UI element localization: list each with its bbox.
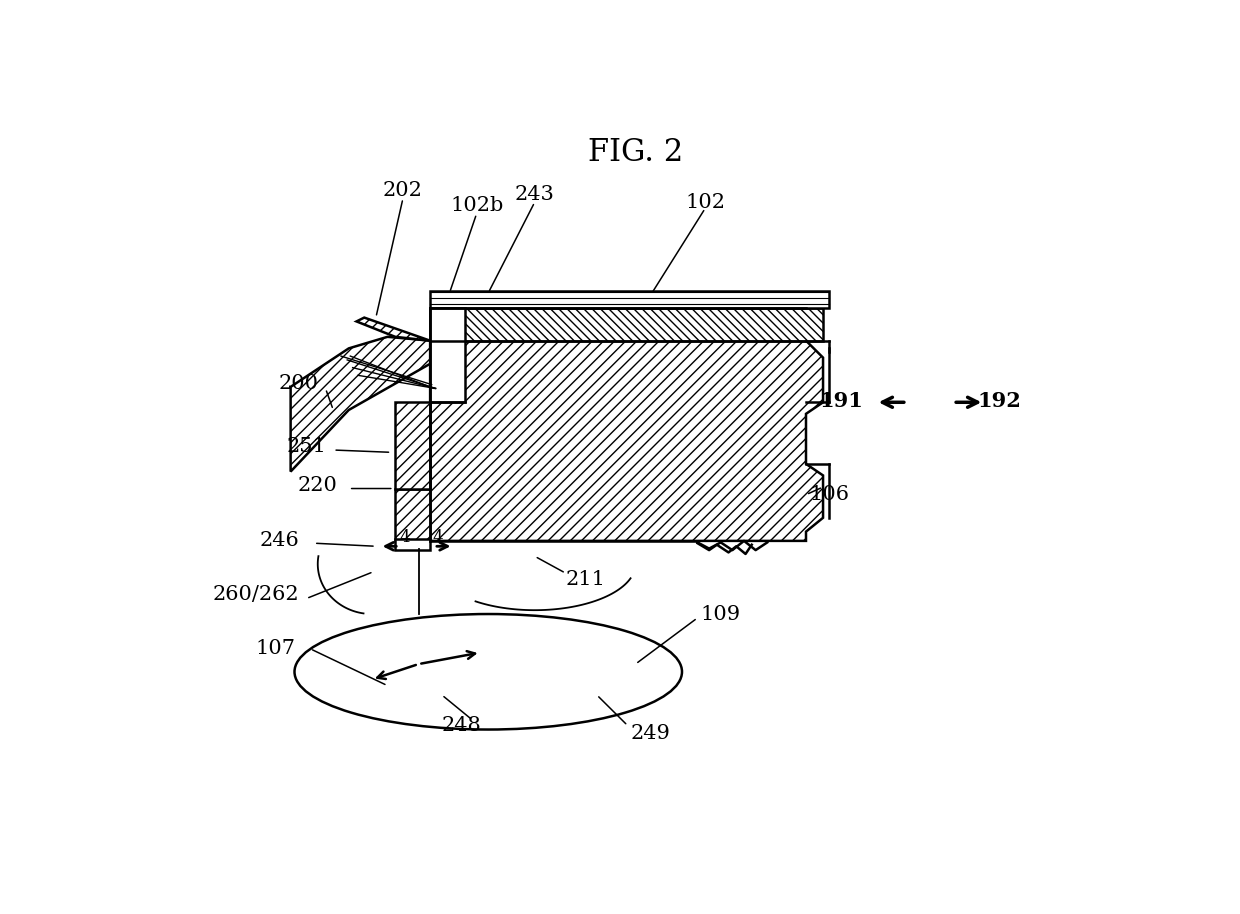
Text: 260/262: 260/262: [212, 585, 299, 604]
Text: 200: 200: [278, 374, 319, 392]
Polygon shape: [430, 308, 465, 402]
Text: 251: 251: [286, 438, 326, 456]
Polygon shape: [357, 317, 430, 341]
Polygon shape: [430, 291, 830, 308]
Text: 243: 243: [515, 185, 554, 204]
Polygon shape: [430, 308, 823, 341]
Polygon shape: [430, 341, 823, 541]
Text: 246: 246: [259, 531, 299, 550]
Text: 211: 211: [565, 570, 605, 589]
Text: FIG. 2: FIG. 2: [588, 136, 683, 167]
Text: 249: 249: [631, 724, 671, 743]
Text: 191: 191: [818, 391, 863, 410]
Text: 202: 202: [383, 181, 423, 200]
Text: 248: 248: [441, 717, 481, 735]
Text: 106: 106: [810, 485, 849, 505]
Text: 102: 102: [686, 193, 725, 211]
Polygon shape: [396, 402, 430, 488]
Text: 220: 220: [298, 476, 337, 495]
Text: 4: 4: [433, 528, 443, 546]
Polygon shape: [396, 539, 430, 550]
Polygon shape: [290, 337, 430, 472]
Text: 107: 107: [255, 639, 295, 658]
Text: 192: 192: [978, 391, 1022, 410]
Text: 102b: 102b: [450, 197, 503, 216]
Polygon shape: [396, 488, 430, 541]
Text: 4: 4: [399, 528, 410, 546]
Text: 109: 109: [701, 604, 740, 623]
